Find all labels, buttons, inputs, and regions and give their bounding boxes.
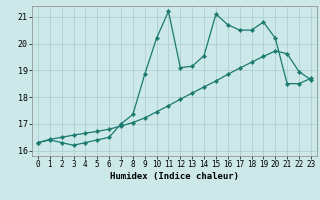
X-axis label: Humidex (Indice chaleur): Humidex (Indice chaleur) xyxy=(110,172,239,181)
